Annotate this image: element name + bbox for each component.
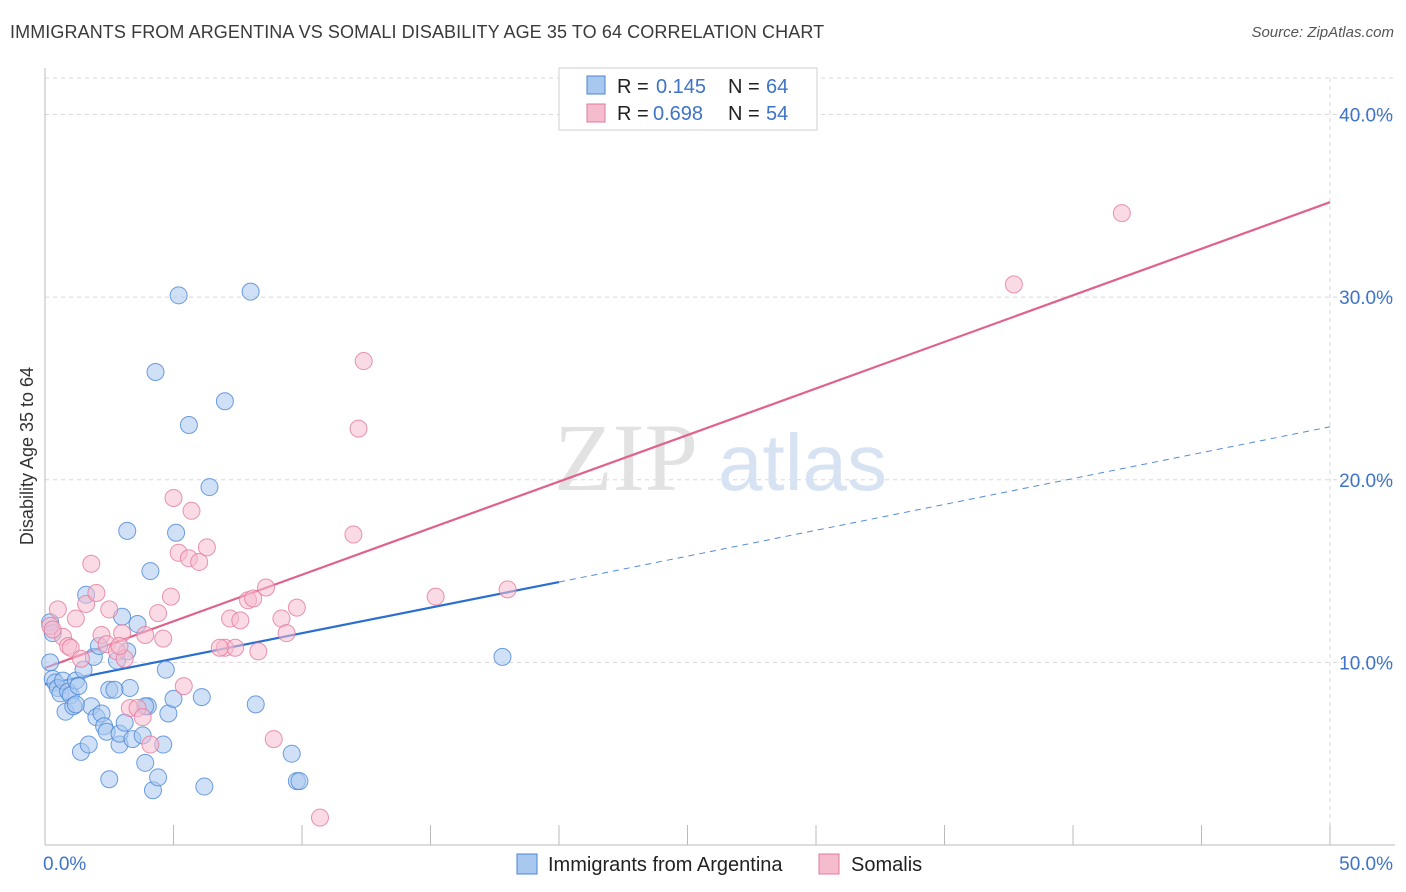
y-tick-label: 40.0%: [1339, 106, 1393, 127]
legend: R = 0.145 N = 64 R = 0.698 N = 54: [558, 67, 818, 131]
blue-data-point: [118, 521, 137, 540]
blue-data-point: [192, 688, 211, 707]
legend-swatch-blue: [586, 75, 606, 95]
y-axis-title: Disability Age 35 to 64: [17, 367, 37, 545]
blue-data-point: [156, 660, 175, 679]
pink-data-point: [141, 735, 160, 754]
blue-data-point: [167, 523, 186, 542]
blue-data-point: [215, 392, 234, 411]
pink-data-point: [133, 708, 152, 727]
blue-data-point: [290, 772, 309, 791]
y-tick-label: 20.0%: [1339, 471, 1393, 492]
pink-data-point: [1004, 275, 1023, 294]
pink-data-point: [136, 625, 155, 644]
pink-data-point: [82, 554, 101, 573]
watermark-atlas: atlas: [718, 418, 887, 507]
blue-data-point: [100, 770, 119, 789]
x-tick-label: 0.0%: [43, 854, 86, 875]
pink-data-point: [110, 636, 129, 655]
legend-r-value: 0.698: [653, 103, 703, 125]
tick-layer: 10.0% 20.0% 30.0% 40.0% 0.0% 50.0%: [43, 106, 1393, 875]
blue-data-point: [141, 562, 160, 581]
pink-data-point: [161, 587, 180, 606]
legend-r-label: R =: [617, 76, 649, 98]
pink-data-point: [182, 501, 201, 520]
blue-trend-line: [44, 580, 560, 686]
pink-data-point: [190, 552, 209, 571]
pink-data-point: [154, 629, 173, 648]
legend-n-value: 54: [766, 103, 788, 125]
pink-data-point: [349, 419, 368, 438]
axis-layer: [44, 68, 1395, 846]
pink-data-point: [100, 600, 119, 619]
chart-title: IMMIGRANTS FROM ARGENTINA VS SOMALI DISA…: [10, 22, 825, 42]
blue-data-point: [493, 647, 512, 666]
legend-r-label: R =: [617, 103, 649, 125]
pink-data-point: [48, 600, 67, 619]
pink-data-point: [354, 352, 373, 371]
legend-n-value: 64: [766, 76, 788, 98]
pink-data-point: [61, 638, 80, 657]
pink-data-point: [249, 642, 268, 661]
blue-data-point: [69, 677, 88, 696]
pink-data-point: [87, 583, 106, 602]
pink-data-point: [71, 649, 90, 668]
bottom-legend-swatch-pink: [818, 853, 840, 875]
pink-data-point: [244, 589, 263, 608]
pink-data-point: [277, 624, 296, 643]
blue-data-point: [200, 478, 219, 497]
blue-data-point: [146, 363, 165, 382]
blue-data-point: [169, 286, 188, 305]
legend-swatch-pink: [586, 103, 606, 123]
blue-data-point: [79, 735, 98, 754]
blue-data-point: [120, 678, 139, 697]
pink-data-point: [174, 677, 193, 696]
x-tick-label: 50.0%: [1339, 854, 1393, 875]
blue-data-point: [164, 689, 183, 708]
legend-n-label: N =: [728, 103, 760, 125]
bottom-legend: Immigrants from Argentina Somalis: [516, 853, 922, 876]
blue-data-point: [41, 653, 60, 672]
pink-data-point: [264, 730, 283, 749]
legend-r-value: 0.145: [656, 76, 706, 98]
blue-data-point: [136, 753, 155, 772]
pink-data-point: [231, 611, 250, 630]
pink-data-point: [164, 489, 183, 508]
pink-data-point: [498, 580, 517, 599]
blue-data-point: [105, 680, 124, 699]
pink-trend-line: [44, 201, 1331, 669]
blue-data-point: [149, 768, 168, 787]
bottom-legend-label-pink: Somalis: [851, 854, 922, 876]
pink-data-point: [287, 598, 306, 617]
bottom-legend-swatch-blue: [516, 853, 538, 875]
watermark: ZIP atlas: [554, 404, 887, 511]
pink-data-point: [310, 808, 329, 827]
pink-data-point: [77, 594, 96, 613]
pink-data-point: [210, 638, 229, 657]
bottom-legend-label-blue: Immigrants from Argentina: [548, 854, 783, 876]
pink-data-point: [1112, 204, 1131, 223]
points-layer: [41, 204, 1131, 827]
pink-data-point: [226, 638, 245, 657]
pink-data-point: [43, 620, 62, 639]
pink-data-point: [149, 604, 168, 623]
blue-data-point: [179, 415, 198, 434]
pink-data-point: [257, 578, 276, 597]
y-tick-label: 10.0%: [1339, 653, 1393, 674]
blue-data-point: [66, 695, 85, 714]
pink-data-point: [344, 525, 363, 544]
pink-data-point: [66, 609, 85, 628]
y-tick-label: 30.0%: [1339, 288, 1393, 309]
pink-data-point: [197, 538, 216, 557]
blue-data-point: [246, 695, 265, 714]
blue-data-point: [282, 744, 301, 763]
blue-data-point: [241, 282, 260, 301]
blue-data-point: [195, 777, 214, 796]
pink-data-point: [426, 587, 445, 606]
legend-n-label: N =: [728, 76, 760, 98]
chart-source: Source: ZipAtlas.com: [1251, 24, 1394, 41]
